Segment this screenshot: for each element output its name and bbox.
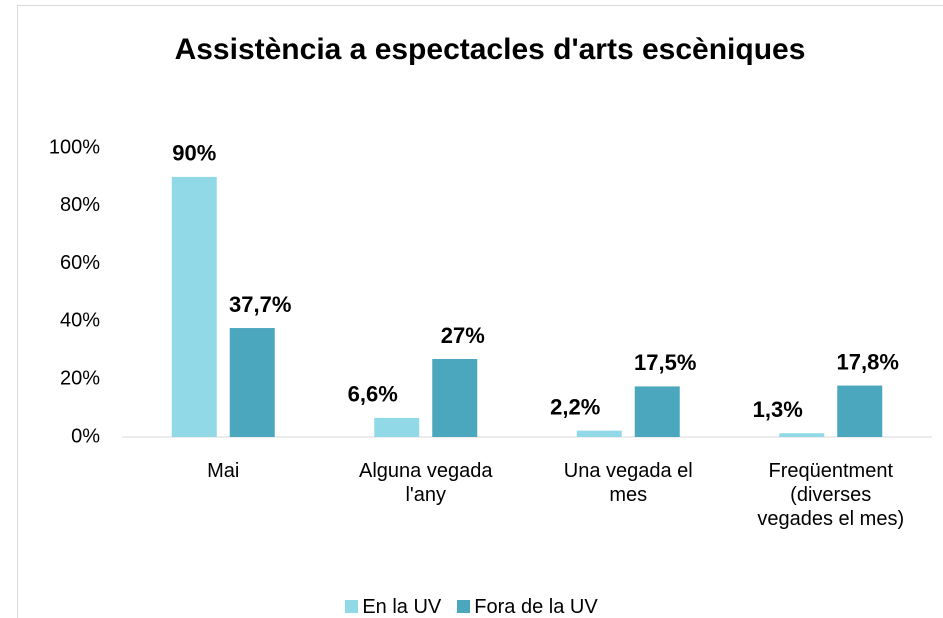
x-tick-label: Una vegada el mes [563,460,693,506]
data-label: 37,7% [229,292,291,317]
bar [229,328,275,437]
legend-swatch [457,600,471,613]
y-tick-label: 60% [60,252,100,274]
legend-item: Fora de la UV [457,596,598,618]
bar [779,433,825,437]
legend-item: En la UV [345,596,441,618]
bar [171,176,217,437]
data-label: 17,5% [634,350,696,375]
y-tick-label: 80% [60,194,100,216]
y-tick-label: 20% [60,367,100,389]
legend-label: En la UV [362,596,442,618]
bar [837,385,883,437]
y-tick-label: 100% [49,136,100,158]
bar [432,358,478,437]
chart-frame [17,5,943,618]
chart-title: Assistència a espectacles d'arts escèniq… [174,33,806,66]
y-tick-label: 0% [71,425,100,447]
bar [634,386,680,437]
legend: En la UV Fora de la UV [0,596,943,618]
x-tick-label: Freqüentment (diverses vegades el mes) [757,460,905,530]
legend-swatch [345,600,359,613]
data-label: 17,8% [837,349,899,374]
data-label: 1,3% [753,397,803,422]
bar [576,430,622,437]
data-label: 6,6% [348,382,398,407]
legend-label: Fora de la UV [474,596,598,618]
x-tick-label: Alguna vegada l'any [359,460,493,506]
data-label: 27% [441,323,485,348]
y-tick-label: 40% [60,310,100,332]
data-label: 2,2% [550,394,600,419]
x-tick-label: Mai [207,460,240,482]
data-label: 90% [172,141,216,166]
bar [374,417,420,437]
